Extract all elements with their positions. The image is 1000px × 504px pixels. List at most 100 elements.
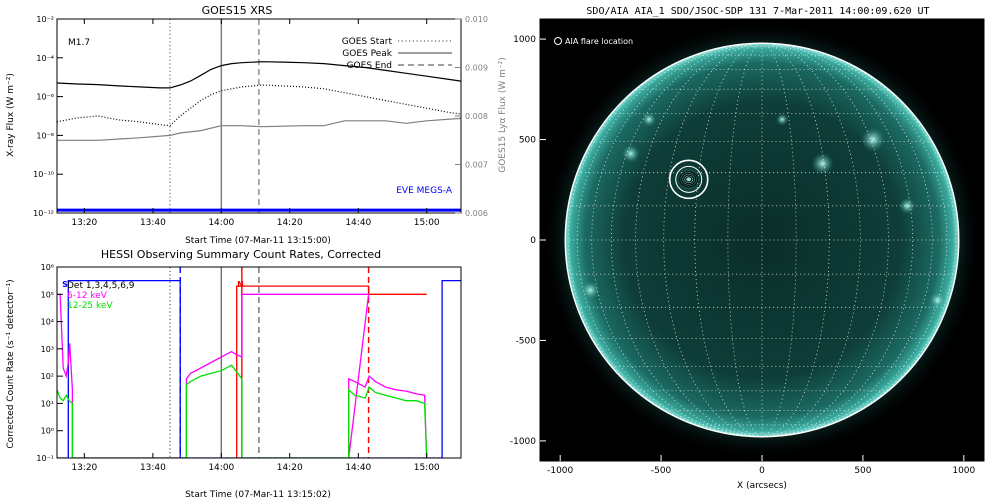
hessi-x-tick-label: 13:20 bbox=[71, 463, 97, 473]
aia-x-tick-label: 0 bbox=[759, 466, 765, 476]
hessi-x-axis-label: Start Time (07-Mar-11 13:15:02) bbox=[185, 490, 331, 500]
hessi-y-tick-label: 10⁴ bbox=[41, 318, 54, 327]
goes-y-axis-label: X-ray Flux (W m⁻²) bbox=[6, 73, 16, 157]
aia-legend: AIA flare location bbox=[554, 37, 633, 46]
goes-y2-tick-label: 0.010 bbox=[465, 15, 488, 24]
aia-longitude-line bbox=[694, 43, 763, 437]
goes-y-tick-label: 10⁻¹⁰ bbox=[33, 170, 54, 179]
hessi-y-tick-label: 10⁶ bbox=[41, 263, 54, 272]
hessi-legend-label: 6-12 keV bbox=[67, 291, 108, 301]
aia-active-region-8 bbox=[776, 113, 789, 126]
goes-legend-label: GOES Peak bbox=[342, 49, 392, 59]
aia-panel-title: SDO/AIA AIA_1 SDO/JSOC-SDP 131 7-Mar-201… bbox=[586, 6, 929, 17]
goes-x-tick-label: 14:00 bbox=[208, 218, 234, 228]
aia-longitude-line bbox=[761, 43, 797, 437]
hessi-plot-area bbox=[57, 267, 461, 458]
hessi-plot-frame bbox=[56, 266, 462, 459]
hessi-series-0 bbox=[57, 279, 461, 458]
hessi-series-2 bbox=[57, 293, 428, 458]
goes-x-tick-label: 15:00 bbox=[414, 218, 440, 228]
goes-y2-tick-label: 0.008 bbox=[465, 112, 488, 121]
hessi-y-tick-label: 10⁻¹ bbox=[36, 454, 54, 463]
aia-active-region-1 bbox=[621, 144, 640, 163]
goes-legend: GOES Start GOES Peak GOES End bbox=[342, 37, 452, 71]
hessi-x-tick-label: 15:00 bbox=[414, 463, 440, 473]
goes-legend-label: GOES End bbox=[347, 61, 392, 71]
goes-x-tick-label: 13:20 bbox=[71, 218, 97, 228]
goes-y2-tick-label: 0.006 bbox=[465, 209, 488, 218]
aia-legend-marker bbox=[554, 37, 562, 45]
goes-panel-title: GOES15 XRS bbox=[202, 4, 273, 17]
goes-y-tick-label: 10⁻⁴ bbox=[36, 54, 54, 63]
hessi-series-3 bbox=[57, 364, 428, 458]
aia-y-tick-label: 1000 bbox=[513, 35, 536, 45]
aia-longitude-line bbox=[761, 43, 830, 437]
hessi-x-tick-label: 14:20 bbox=[277, 463, 303, 473]
aia-flare-marker bbox=[668, 159, 709, 200]
hessi-y-tick-label: 10¹ bbox=[41, 399, 54, 408]
hessi-x-tick-label: 14:40 bbox=[345, 463, 371, 473]
goes-series-2 bbox=[57, 117, 461, 141]
goes-x-tick-label: 13:40 bbox=[140, 218, 166, 228]
hessi-y-tick-label: 10⁵ bbox=[41, 290, 54, 299]
hessi-x-tick-label: 13:40 bbox=[140, 463, 166, 473]
hessi-y-tick-label: 10⁰ bbox=[41, 427, 54, 436]
aia-longitude-line bbox=[635, 43, 763, 437]
aia-x-tick-label: 500 bbox=[854, 466, 871, 476]
hessi-flag-label: N bbox=[237, 280, 244, 289]
aia-active-region-5 bbox=[581, 281, 600, 300]
hessi-axes: 13:20 13:40 14:00 14:20 14:40 15:00 10⁶ 10⁵ 10⁴ 1… bbox=[36, 263, 440, 473]
aia-active-region-3 bbox=[860, 127, 886, 152]
aia-solar-disk bbox=[541, 19, 983, 461]
aia-longitude-line bbox=[761, 43, 933, 437]
hessi-y-tick-label: 10² bbox=[41, 372, 54, 381]
aia-active-region-2 bbox=[811, 152, 834, 175]
goes-legend-label: GOES Start bbox=[342, 37, 393, 47]
aia-graticule bbox=[565, 43, 959, 437]
goes-y-tick-label: 10⁻⁸ bbox=[36, 131, 54, 140]
hessi-y-axis-label: Corrected Count Rate (s⁻¹ detector⁻¹) bbox=[6, 279, 16, 448]
goes-y-tick-label: 10⁻⁶ bbox=[36, 93, 54, 102]
hessi-series-1 bbox=[236, 285, 427, 458]
aia-x-tick-label: -500 bbox=[651, 466, 672, 476]
hessi-y-tick-label: 10³ bbox=[41, 345, 54, 354]
aia-longitude-line bbox=[727, 43, 763, 437]
goes-y2-tick-label: 0.009 bbox=[465, 64, 488, 73]
hessi-flag-label: S bbox=[62, 280, 68, 289]
goes-x-tick-label: 14:40 bbox=[345, 218, 371, 228]
aia-flare-contour-2 bbox=[683, 174, 695, 185]
goes-axes: 13:20 13:40 14:00 14:20 14:40 15:00 10⁻² 10⁻⁴ 10… bbox=[33, 15, 488, 228]
hessi-panel-title: HESSI Observing Summary Count Rates, Cor… bbox=[101, 248, 381, 261]
aia-x-tick-label: -1000 bbox=[547, 466, 573, 476]
hessi-x-tick-label: 14:00 bbox=[208, 463, 234, 473]
goes-y-tick-label: 10⁻¹² bbox=[33, 209, 54, 218]
goes-y2-tick-label: 0.007 bbox=[465, 161, 488, 170]
goes-series-0 bbox=[57, 61, 461, 89]
aia-axes: -1000 -500 0 500 1000 -1000 -500 0 500 1000 bbox=[510, 35, 976, 476]
aia-image-panel: SDO/AIA AIA_1 SDO/JSOC-SDP 131 7-Mar-201… bbox=[510, 6, 985, 491]
aia-flare-contour-0 bbox=[679, 171, 699, 188]
aia-longitude-line bbox=[591, 43, 763, 437]
goes-y2-axis-label: GOES15 Lyα Flux (W m⁻²) bbox=[498, 57, 508, 173]
aia-limb bbox=[564, 42, 960, 438]
hessi-legend-label: 12-25 keV bbox=[67, 301, 113, 311]
hessi-panel: HESSI Observing Summary Count Rates, Cor… bbox=[6, 248, 462, 500]
aia-longitude-line bbox=[761, 43, 889, 437]
goes-annotation-class: M1.7 bbox=[68, 38, 90, 48]
aia-legend-label: AIA flare location bbox=[565, 37, 633, 46]
hessi-legend-label: Det 1,3,4,5,6,9 bbox=[67, 281, 135, 291]
aia-flare-contour-1 bbox=[681, 172, 697, 186]
goes-plot-area bbox=[57, 19, 461, 213]
aia-y-tick-label: -1000 bbox=[510, 437, 536, 447]
goes-xrs-panel: GOES15 XRS 13:20 13:40 14:00 14:20 14:40 15:0… bbox=[6, 4, 508, 246]
goes-y-tick-label: 10⁻² bbox=[36, 15, 54, 24]
goes-series-1 bbox=[57, 84, 461, 127]
aia-active-region-4 bbox=[899, 197, 916, 214]
aia-y-tick-label: -500 bbox=[516, 336, 537, 346]
aia-x-tick-label: 1000 bbox=[952, 466, 975, 476]
goes-x-tick-label: 14:20 bbox=[277, 218, 303, 228]
